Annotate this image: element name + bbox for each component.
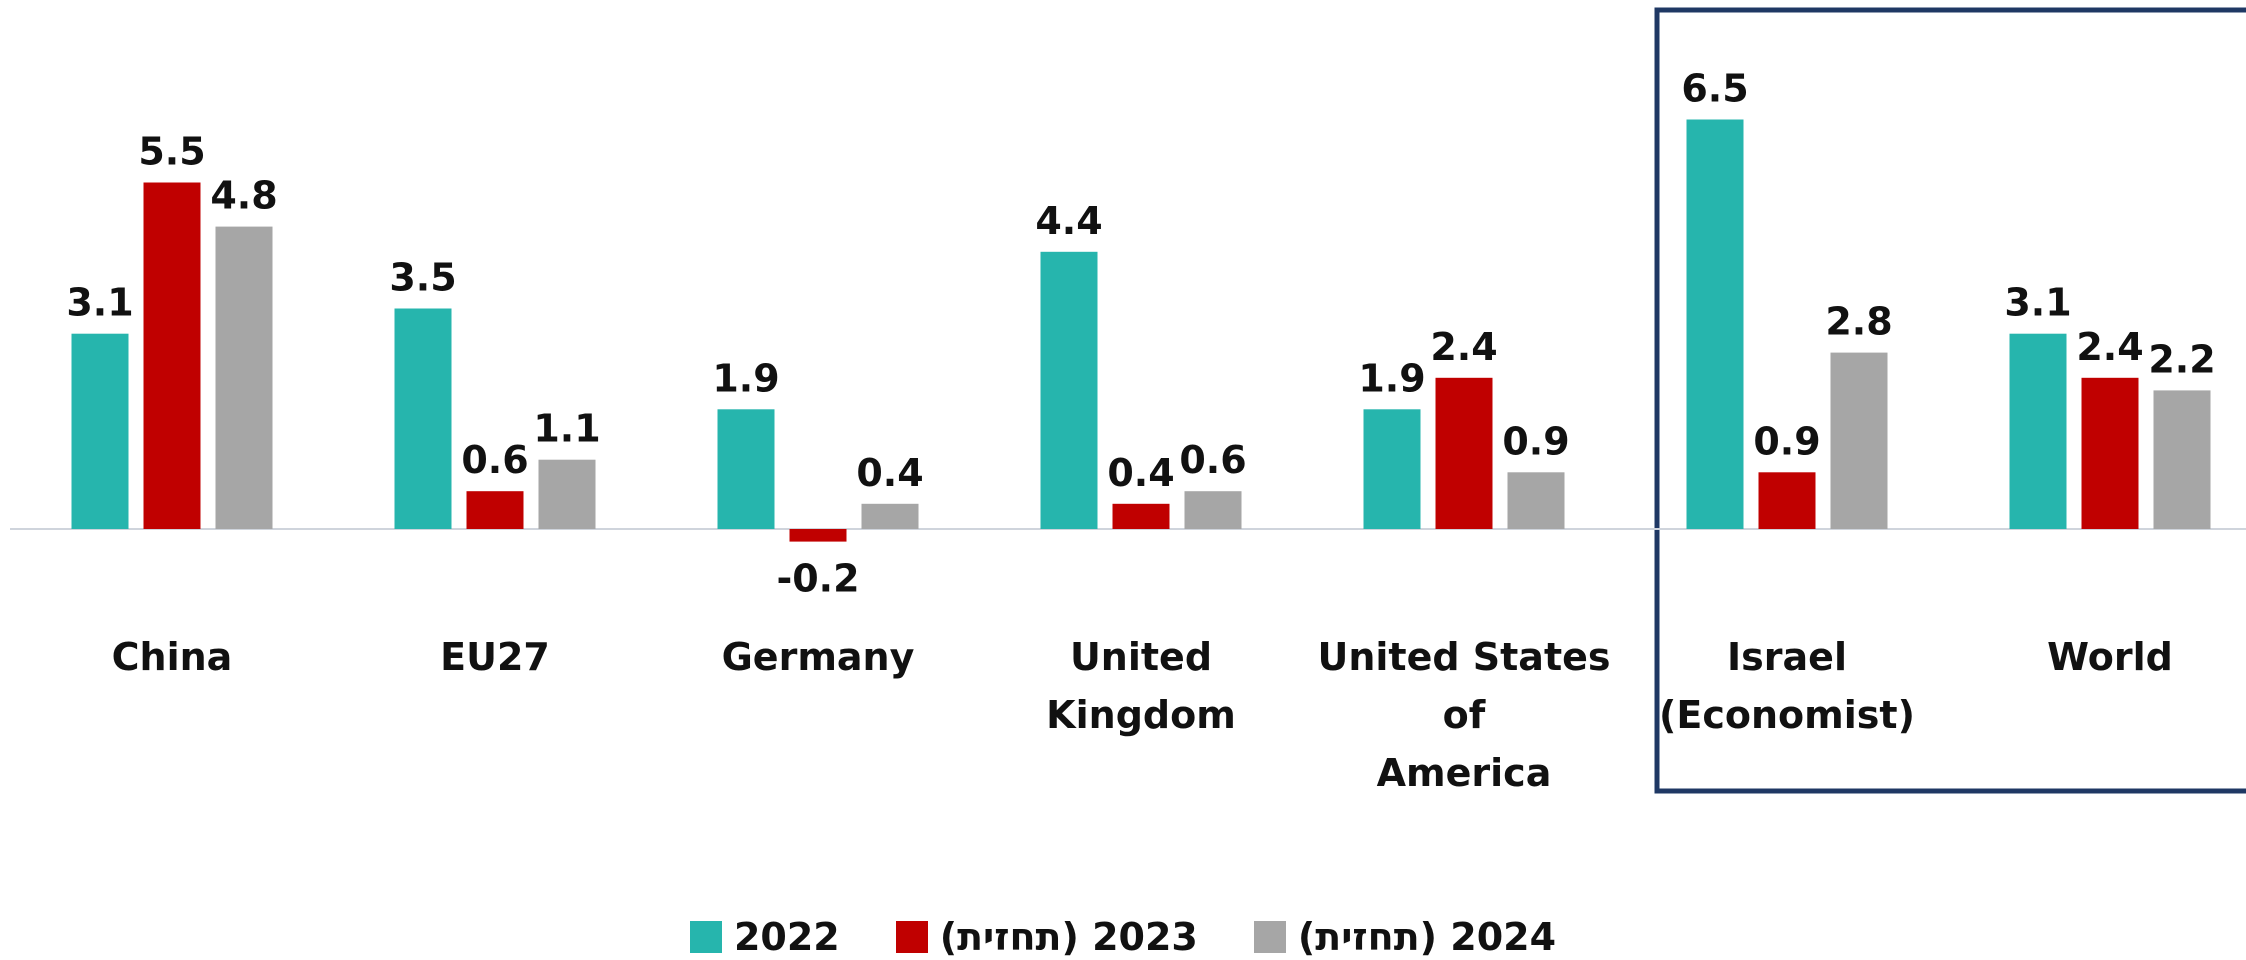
value-label: 0.4: [1107, 451, 1174, 495]
bar: [2081, 377, 2139, 529]
bar: [2009, 333, 2067, 529]
bar: [1184, 491, 1242, 529]
value-label: 3.1: [2004, 281, 2071, 325]
bar: [1363, 409, 1421, 529]
bar: [717, 409, 775, 529]
legend-swatch: [689, 921, 722, 953]
bar: [2153, 390, 2211, 529]
legend-label: 2023 (תחזית): [939, 915, 1198, 959]
bar: [1758, 472, 1816, 529]
legend-swatch: [1253, 921, 1286, 953]
legend-item: 2024 (תחזית): [1253, 915, 1557, 959]
value-label: 0.4: [856, 451, 923, 495]
value-label: 3.1: [66, 281, 133, 325]
value-label: 0.6: [1179, 438, 1246, 482]
value-label: 2.2: [2148, 337, 2215, 381]
value-label: -0.2: [776, 557, 859, 601]
bar: [1040, 251, 1098, 530]
value-label: 3.5: [389, 256, 456, 300]
bar: [1830, 352, 1888, 529]
bar: [538, 459, 596, 529]
bar: [789, 529, 847, 542]
value-label: 5.5: [138, 130, 205, 174]
value-label: 2.4: [1430, 325, 1497, 369]
x-tick-label: United States of America: [1317, 635, 1611, 795]
value-label: 1.9: [1358, 356, 1425, 400]
bar: [861, 503, 919, 529]
value-label: 0.6: [461, 438, 528, 482]
x-tick-label: United Kingdom: [1046, 635, 1236, 737]
value-label: 6.5: [1681, 67, 1748, 111]
bar: [394, 308, 452, 529]
legend-item: 2023 (תחזית): [895, 915, 1198, 959]
bar: [1112, 503, 1170, 529]
x-tick-label: EU27: [440, 635, 550, 679]
bar: [215, 226, 273, 529]
value-label: 0.9: [1753, 419, 1820, 463]
legend: 2022 2023 (תחזית) 2024 (תחזית): [0, 915, 2246, 959]
x-tick-label: Germany: [721, 635, 915, 679]
value-label: 2.8: [1825, 300, 1892, 344]
legend-item: 2022: [689, 915, 840, 959]
bar: [466, 491, 524, 529]
legend-label: 2022: [733, 915, 840, 959]
value-label: 1.1: [533, 407, 600, 451]
bar: [71, 333, 129, 529]
x-tick-label: China: [111, 635, 233, 679]
value-label: 4.4: [1035, 199, 1102, 243]
legend-label: 2024 (תחזית): [1297, 915, 1557, 959]
x-tick-label: World: [2047, 635, 2173, 679]
value-label: 0.9: [1502, 419, 1569, 463]
bar: [143, 182, 201, 529]
bar: [1435, 377, 1493, 529]
value-label: 2.4: [2076, 325, 2143, 369]
bar: [1686, 119, 1744, 529]
bar: [1507, 472, 1565, 529]
value-label: 1.9: [712, 356, 779, 400]
highlight-box: [1654, 7, 2246, 794]
x-tick-label: Israel (Economist): [1659, 635, 1915, 737]
value-label: 4.8: [210, 174, 277, 218]
legend-swatch: [895, 921, 928, 953]
